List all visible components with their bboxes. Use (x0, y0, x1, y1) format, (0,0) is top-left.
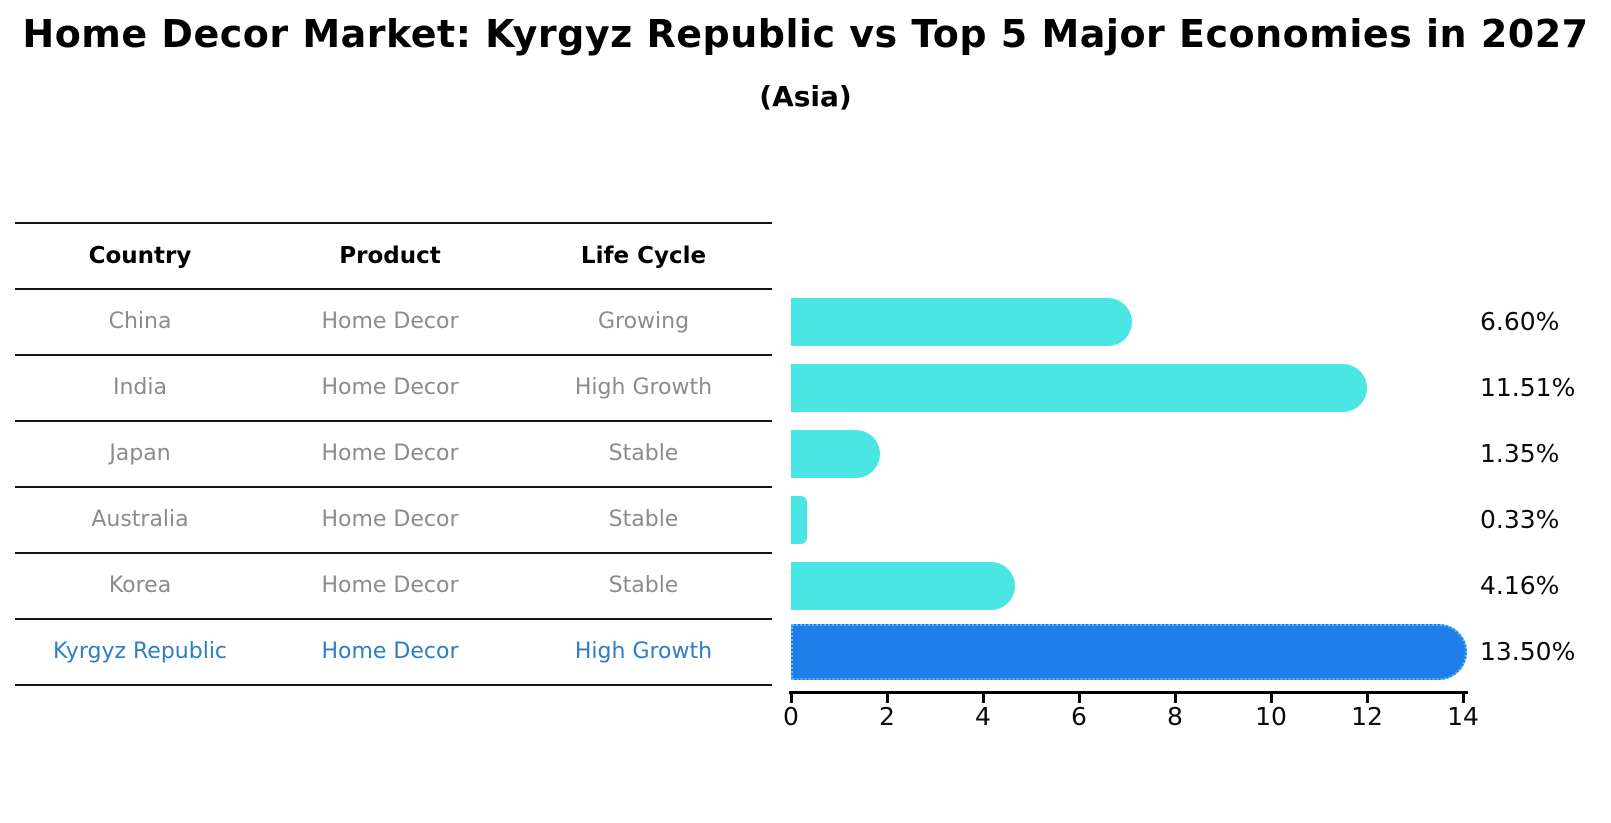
cell-country: Kyrgyz Republic (52, 639, 228, 664)
cell-country: Korea (108, 573, 172, 598)
bar-kyrgyz-republic (791, 624, 1467, 680)
x-axis-tick (886, 694, 889, 703)
chart-title: Home Decor Market: Kyrgyz Republic vs To… (22, 12, 1589, 56)
value-label-kyrgyz-republic: 13.50% (1480, 637, 1576, 666)
x-axis-tick-label: 6 (1071, 702, 1087, 731)
table-header-lifecycle: Life Cycle (580, 243, 707, 269)
bar-australia (791, 496, 807, 544)
x-axis-tick (1078, 694, 1081, 703)
value-label-korea: 4.16% (1480, 571, 1560, 600)
table-rule (15, 288, 772, 290)
cell-lifecycle: High Growth (574, 375, 713, 400)
x-axis-tick-label: 14 (1447, 702, 1479, 731)
table-rule (15, 552, 772, 554)
x-axis-tick-label: 4 (975, 702, 991, 731)
cell-lifecycle: High Growth (574, 639, 713, 664)
bar-china (791, 298, 1132, 346)
x-axis-tick (1270, 694, 1273, 703)
cell-product: Home Decor (321, 507, 459, 532)
table-row: Korea Home Decor Stable (15, 553, 772, 619)
table-row: Australia Home Decor Stable (15, 487, 772, 553)
table-rule (15, 684, 772, 686)
cell-product: Home Decor (321, 441, 459, 466)
bar-india (791, 364, 1368, 412)
cell-product: Home Decor (321, 309, 459, 334)
x-axis-tick-label: 0 (783, 702, 799, 731)
cell-lifecycle: Stable (608, 573, 679, 598)
x-axis-tick (982, 694, 985, 703)
cell-lifecycle: Growing (597, 309, 690, 334)
chart-subtitle: (Asia) (759, 80, 852, 113)
cell-lifecycle: Stable (608, 507, 679, 532)
cell-country: India (113, 375, 167, 400)
x-axis-line (789, 691, 1468, 694)
table-row: India Home Decor High Growth (15, 355, 772, 421)
bar-korea (791, 562, 1015, 610)
table-rule (15, 486, 772, 488)
x-axis-tick-label: 2 (879, 702, 895, 731)
cell-country: China (108, 309, 172, 334)
x-axis-tick-label: 8 (1167, 702, 1183, 731)
x-axis-tick (1174, 694, 1177, 703)
table-rule (15, 222, 772, 224)
value-label-australia: 0.33% (1480, 505, 1560, 534)
table-row: China Home Decor Growing (15, 289, 772, 355)
cell-product: Home Decor (321, 375, 459, 400)
cell-product: Home Decor (321, 573, 459, 598)
table-row: Japan Home Decor Stable (15, 421, 772, 487)
table-header-row: Country Product Life Cycle (15, 223, 772, 289)
x-axis-tick (790, 694, 793, 703)
bar-japan (791, 430, 880, 478)
x-axis-tick (1462, 694, 1465, 703)
table-header-country: Country (88, 243, 192, 269)
cell-lifecycle: Stable (608, 441, 679, 466)
value-label-china: 6.60% (1480, 307, 1560, 336)
value-label-india: 11.51% (1480, 373, 1576, 402)
cell-country: Australia (91, 507, 189, 532)
cell-country: Japan (109, 441, 171, 466)
x-axis-tick-label: 10 (1255, 702, 1287, 731)
cell-product: Home Decor (321, 639, 459, 664)
table-header-product: Product (339, 243, 441, 269)
table-row: Kyrgyz Republic Home Decor High Growth (15, 619, 772, 685)
x-axis-tick-label: 12 (1351, 702, 1383, 731)
table-rule (15, 618, 772, 620)
value-label-japan: 1.35% (1480, 439, 1560, 468)
table-rule (15, 420, 772, 422)
table-rule (15, 354, 772, 356)
x-axis-tick (1366, 694, 1369, 703)
